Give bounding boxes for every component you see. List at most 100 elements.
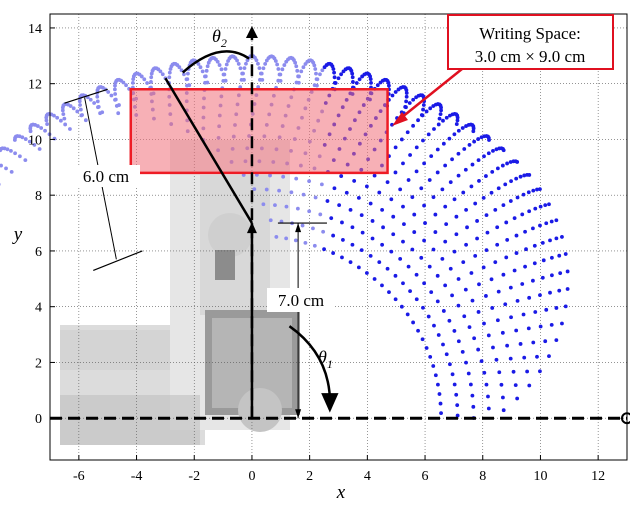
workspace-point bbox=[548, 290, 552, 295]
callout-arrowhead bbox=[392, 112, 408, 126]
workspace-point bbox=[393, 170, 398, 175]
workspace-point bbox=[256, 85, 261, 89]
workspace-point bbox=[538, 187, 542, 192]
y-tick-label: 0 bbox=[35, 412, 42, 427]
writing-space-callout: Writing Space: 3.0 cm × 9.0 cm bbox=[392, 14, 614, 126]
workspace-point bbox=[416, 118, 420, 123]
workspace-point bbox=[279, 219, 284, 224]
workspace-point bbox=[284, 59, 289, 64]
workspace-point bbox=[533, 206, 538, 211]
workspace-point bbox=[186, 71, 190, 76]
workspace-point bbox=[484, 294, 488, 298]
workspace-point bbox=[508, 199, 513, 203]
workspace-point bbox=[312, 243, 317, 248]
workspace-point bbox=[424, 346, 429, 350]
workspace-point bbox=[520, 282, 525, 286]
workspace-point bbox=[433, 212, 438, 217]
workspace-point bbox=[503, 182, 508, 187]
workspace-point bbox=[499, 382, 504, 387]
workspace-point bbox=[558, 271, 563, 276]
x-tick-label: -4 bbox=[131, 469, 143, 484]
workspace-point bbox=[113, 92, 118, 96]
workspace-point bbox=[95, 99, 100, 104]
workspace-point bbox=[486, 333, 491, 338]
workspace-point bbox=[463, 167, 468, 172]
workspace-point bbox=[406, 264, 411, 269]
workspace-point bbox=[206, 60, 211, 65]
workspace-point bbox=[360, 74, 365, 79]
vertical-arrowhead bbox=[245, 26, 258, 38]
workspace-point bbox=[469, 271, 474, 275]
workspace-point bbox=[348, 207, 353, 212]
workspace-point bbox=[479, 359, 484, 364]
workspace-point bbox=[456, 339, 461, 344]
workspace-point bbox=[372, 173, 377, 178]
workspace-point bbox=[441, 342, 445, 347]
workspace-point bbox=[444, 222, 449, 227]
workspace-point bbox=[540, 240, 545, 245]
arm-annotations bbox=[50, 26, 630, 425]
workspace-point bbox=[525, 172, 530, 177]
workspace-point bbox=[68, 127, 72, 131]
workspace-point bbox=[420, 113, 425, 118]
workspace-point bbox=[501, 395, 505, 400]
workspace-point bbox=[185, 83, 189, 88]
workspace-point bbox=[503, 302, 508, 307]
workspace-point bbox=[470, 393, 475, 398]
workspace-point bbox=[508, 285, 513, 290]
workspace-point bbox=[426, 314, 431, 319]
workspace-point bbox=[452, 249, 457, 254]
workspace-point bbox=[356, 195, 361, 200]
workspace-point bbox=[460, 349, 465, 354]
workspace-point bbox=[476, 137, 481, 141]
workspace-point bbox=[531, 188, 536, 193]
callout-line1: Writing Space: bbox=[479, 24, 581, 43]
workspace-point bbox=[336, 76, 341, 81]
workspace-point bbox=[113, 97, 118, 102]
workspace-point bbox=[511, 159, 516, 164]
workspace-point bbox=[450, 372, 455, 377]
workspace-point bbox=[264, 58, 269, 63]
workspace-point bbox=[550, 273, 554, 278]
workspace-point bbox=[465, 225, 469, 230]
workspace-point bbox=[432, 323, 436, 328]
workspace-point bbox=[482, 321, 486, 326]
workspace-point bbox=[443, 239, 448, 244]
workspace-point bbox=[429, 154, 434, 159]
workspace-point bbox=[203, 74, 208, 79]
workspace-point bbox=[399, 137, 404, 142]
workspace-point bbox=[511, 369, 516, 374]
workspace-point bbox=[357, 77, 362, 82]
workspace-point bbox=[406, 178, 411, 182]
workspace-point bbox=[549, 219, 554, 224]
workspace-point bbox=[484, 174, 488, 178]
workspace-point bbox=[391, 232, 396, 237]
workspace-point bbox=[61, 112, 66, 117]
workspace-point bbox=[80, 113, 84, 117]
workspace-point bbox=[113, 83, 117, 88]
workspace-point bbox=[62, 116, 67, 121]
workspace-point bbox=[472, 336, 477, 341]
workspace-point bbox=[113, 80, 118, 85]
workspace-point bbox=[535, 187, 539, 192]
workspace-point bbox=[544, 221, 549, 226]
workspace-point bbox=[527, 383, 532, 388]
workspace-point bbox=[554, 218, 559, 223]
workspace-point bbox=[303, 62, 308, 66]
workspace-point bbox=[436, 382, 440, 387]
workspace-point bbox=[389, 249, 394, 254]
workspace-point bbox=[45, 122, 50, 126]
workspace-point bbox=[496, 289, 501, 294]
workspace-point bbox=[414, 169, 419, 174]
workspace-point bbox=[454, 392, 459, 397]
workspace-point bbox=[433, 373, 438, 378]
workspace-point bbox=[448, 266, 453, 271]
workspace-point bbox=[435, 170, 440, 175]
x-axis-label: x bbox=[336, 482, 346, 503]
x-tick-label: 2 bbox=[306, 469, 313, 484]
y-tick-label: 8 bbox=[35, 189, 42, 204]
workspace-point bbox=[456, 277, 461, 281]
workspace-point bbox=[512, 268, 517, 273]
workspace-point bbox=[130, 80, 135, 85]
workspace-point bbox=[360, 230, 365, 235]
